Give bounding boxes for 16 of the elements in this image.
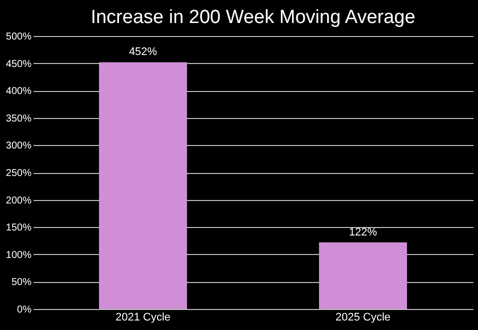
y-tick-label: 250% [6,168,32,179]
y-tick-label: 450% [6,58,32,70]
y-tick-label: 50% [11,277,32,288]
y-tick-label: 400% [6,86,32,98]
y-tick-label: 350% [6,113,32,124]
data-label: 452% [128,46,158,58]
chart-title: Increase in 200 Week Moving Average [90,7,416,28]
x-tick-label: 2021 Cycle [115,312,171,324]
y-tick-label: 100% [6,250,32,261]
data-label: 122% [348,226,378,238]
y-tick-label: 300% [6,140,32,152]
y-tick-label: 500% [6,32,32,42]
y-tick-label: 200% [6,195,32,206]
y-tick-label: 150% [6,222,32,234]
x-tick-label: 2025 Cycle [335,312,391,324]
y-tick-label: 0% [17,304,32,316]
